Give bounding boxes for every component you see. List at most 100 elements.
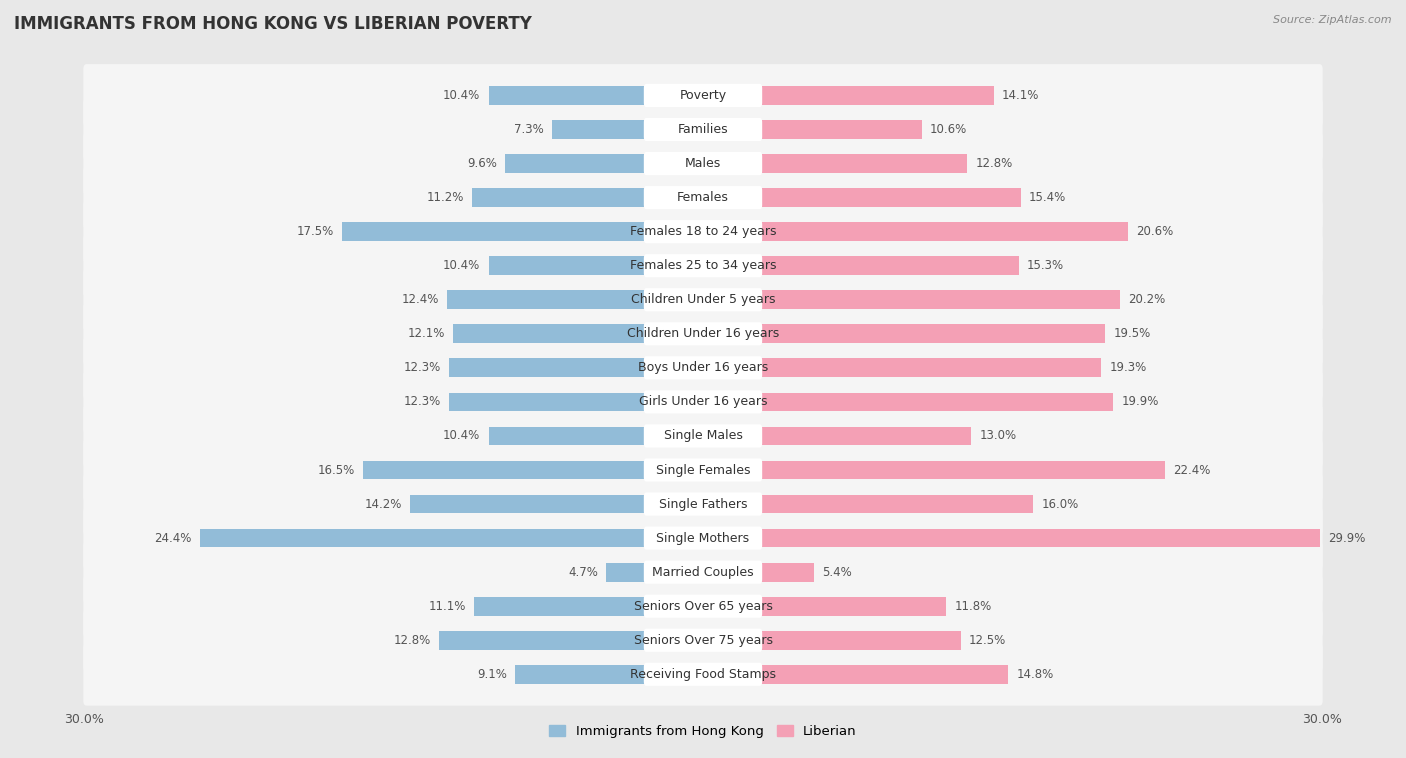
Text: Girls Under 16 years: Girls Under 16 years — [638, 396, 768, 409]
Text: 5.4%: 5.4% — [823, 565, 852, 578]
Text: 10.4%: 10.4% — [443, 430, 481, 443]
Text: Single Fathers: Single Fathers — [659, 497, 747, 511]
FancyBboxPatch shape — [83, 200, 1323, 263]
Text: Poverty: Poverty — [679, 89, 727, 102]
Text: Seniors Over 65 years: Seniors Over 65 years — [634, 600, 772, 612]
Bar — [703, 597, 946, 615]
Bar — [472, 188, 703, 207]
Text: 12.8%: 12.8% — [976, 157, 1012, 170]
FancyBboxPatch shape — [644, 424, 762, 447]
Text: Single Males: Single Males — [664, 430, 742, 443]
Bar — [505, 154, 703, 173]
FancyBboxPatch shape — [83, 575, 1323, 637]
Text: 19.3%: 19.3% — [1109, 362, 1146, 374]
Text: 9.6%: 9.6% — [467, 157, 496, 170]
FancyBboxPatch shape — [644, 662, 762, 686]
Text: 10.4%: 10.4% — [443, 89, 481, 102]
FancyBboxPatch shape — [644, 356, 762, 380]
Text: 12.5%: 12.5% — [969, 634, 1007, 647]
Bar — [447, 290, 703, 309]
Text: 9.1%: 9.1% — [477, 668, 508, 681]
Text: Children Under 16 years: Children Under 16 years — [627, 327, 779, 340]
FancyBboxPatch shape — [83, 337, 1323, 399]
Bar — [342, 222, 703, 241]
Text: Source: ZipAtlas.com: Source: ZipAtlas.com — [1274, 15, 1392, 25]
FancyBboxPatch shape — [644, 118, 762, 141]
FancyBboxPatch shape — [83, 302, 1323, 365]
Bar — [703, 461, 1166, 479]
Bar — [703, 665, 1008, 684]
Text: 24.4%: 24.4% — [155, 531, 191, 544]
Text: 14.8%: 14.8% — [1017, 668, 1053, 681]
Text: 12.8%: 12.8% — [394, 634, 430, 647]
Text: Males: Males — [685, 157, 721, 170]
Text: Single Females: Single Females — [655, 463, 751, 477]
Bar — [606, 562, 703, 581]
Text: Receiving Food Stamps: Receiving Food Stamps — [630, 668, 776, 681]
Bar — [703, 188, 1021, 207]
Text: 19.5%: 19.5% — [1114, 327, 1150, 340]
FancyBboxPatch shape — [83, 507, 1323, 569]
Text: Females 25 to 34 years: Females 25 to 34 years — [630, 259, 776, 272]
FancyBboxPatch shape — [644, 628, 762, 652]
FancyBboxPatch shape — [83, 99, 1323, 161]
FancyBboxPatch shape — [644, 186, 762, 209]
Text: 12.4%: 12.4% — [402, 293, 439, 306]
Bar — [703, 324, 1105, 343]
Bar — [439, 631, 703, 650]
Text: Boys Under 16 years: Boys Under 16 years — [638, 362, 768, 374]
Text: 20.6%: 20.6% — [1136, 225, 1173, 238]
FancyBboxPatch shape — [644, 152, 762, 175]
Bar — [488, 256, 703, 275]
Bar — [703, 290, 1119, 309]
Text: Seniors Over 75 years: Seniors Over 75 years — [634, 634, 772, 647]
Text: 19.9%: 19.9% — [1122, 396, 1159, 409]
Text: 22.4%: 22.4% — [1173, 463, 1211, 477]
FancyBboxPatch shape — [644, 322, 762, 346]
Bar — [703, 529, 1320, 547]
FancyBboxPatch shape — [644, 390, 762, 413]
Bar — [363, 461, 703, 479]
Bar — [703, 256, 1018, 275]
Bar — [450, 393, 703, 412]
FancyBboxPatch shape — [83, 132, 1323, 195]
Text: Single Mothers: Single Mothers — [657, 531, 749, 544]
Bar — [488, 427, 703, 445]
FancyBboxPatch shape — [644, 459, 762, 481]
Bar — [553, 121, 703, 139]
Text: 11.1%: 11.1% — [429, 600, 465, 612]
Bar — [703, 495, 1033, 513]
Bar — [703, 427, 972, 445]
Bar — [703, 631, 960, 650]
Text: 16.5%: 16.5% — [318, 463, 354, 477]
FancyBboxPatch shape — [83, 234, 1323, 297]
Bar — [703, 121, 921, 139]
Bar — [200, 529, 703, 547]
Text: 4.7%: 4.7% — [568, 565, 598, 578]
FancyBboxPatch shape — [83, 609, 1323, 672]
Bar — [703, 222, 1128, 241]
FancyBboxPatch shape — [83, 540, 1323, 603]
Bar — [454, 324, 703, 343]
Text: 20.2%: 20.2% — [1128, 293, 1166, 306]
FancyBboxPatch shape — [83, 268, 1323, 331]
Text: 16.0%: 16.0% — [1042, 497, 1078, 511]
FancyBboxPatch shape — [644, 84, 762, 107]
Text: 12.3%: 12.3% — [404, 362, 441, 374]
Text: 7.3%: 7.3% — [515, 123, 544, 136]
Bar — [474, 597, 703, 615]
Text: Females: Females — [678, 191, 728, 204]
Legend: Immigrants from Hong Kong, Liberian: Immigrants from Hong Kong, Liberian — [544, 719, 862, 743]
FancyBboxPatch shape — [644, 254, 762, 277]
Text: 11.2%: 11.2% — [426, 191, 464, 204]
FancyBboxPatch shape — [83, 371, 1323, 434]
Bar — [411, 495, 703, 513]
Bar — [703, 86, 994, 105]
Text: 14.1%: 14.1% — [1002, 89, 1039, 102]
FancyBboxPatch shape — [644, 220, 762, 243]
Text: 12.3%: 12.3% — [404, 396, 441, 409]
Text: 15.3%: 15.3% — [1026, 259, 1064, 272]
Bar — [450, 359, 703, 377]
Text: 29.9%: 29.9% — [1327, 531, 1365, 544]
Bar — [516, 665, 703, 684]
